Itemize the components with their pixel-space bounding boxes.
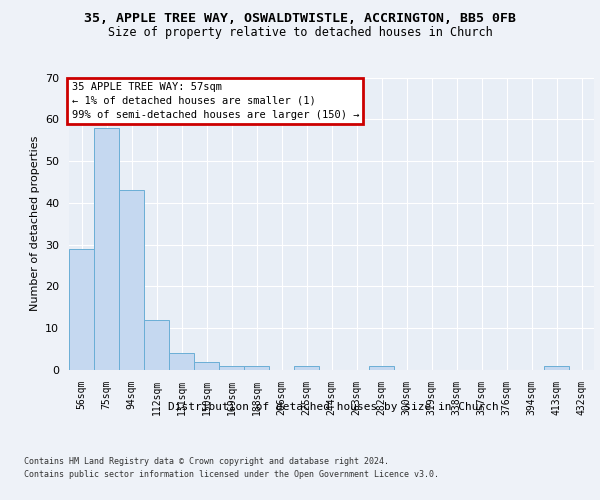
Bar <box>244 366 269 370</box>
Bar <box>169 354 194 370</box>
Y-axis label: Number of detached properties: Number of detached properties <box>29 136 40 312</box>
Bar <box>119 190 144 370</box>
Bar <box>294 366 319 370</box>
Bar <box>94 128 119 370</box>
Text: Contains public sector information licensed under the Open Government Licence v3: Contains public sector information licen… <box>24 470 439 479</box>
Bar <box>69 249 94 370</box>
Bar <box>219 366 244 370</box>
Text: 35 APPLE TREE WAY: 57sqm
← 1% of detached houses are smaller (1)
99% of semi-det: 35 APPLE TREE WAY: 57sqm ← 1% of detache… <box>71 82 359 120</box>
Bar <box>194 362 219 370</box>
Text: Contains HM Land Registry data © Crown copyright and database right 2024.: Contains HM Land Registry data © Crown c… <box>24 458 389 466</box>
Bar <box>144 320 169 370</box>
Text: 35, APPLE TREE WAY, OSWALDTWISTLE, ACCRINGTON, BB5 0FB: 35, APPLE TREE WAY, OSWALDTWISTLE, ACCRI… <box>84 12 516 26</box>
Bar <box>544 366 569 370</box>
Text: Size of property relative to detached houses in Church: Size of property relative to detached ho… <box>107 26 493 39</box>
Text: Distribution of detached houses by size in Church: Distribution of detached houses by size … <box>167 402 499 412</box>
Bar <box>369 366 394 370</box>
